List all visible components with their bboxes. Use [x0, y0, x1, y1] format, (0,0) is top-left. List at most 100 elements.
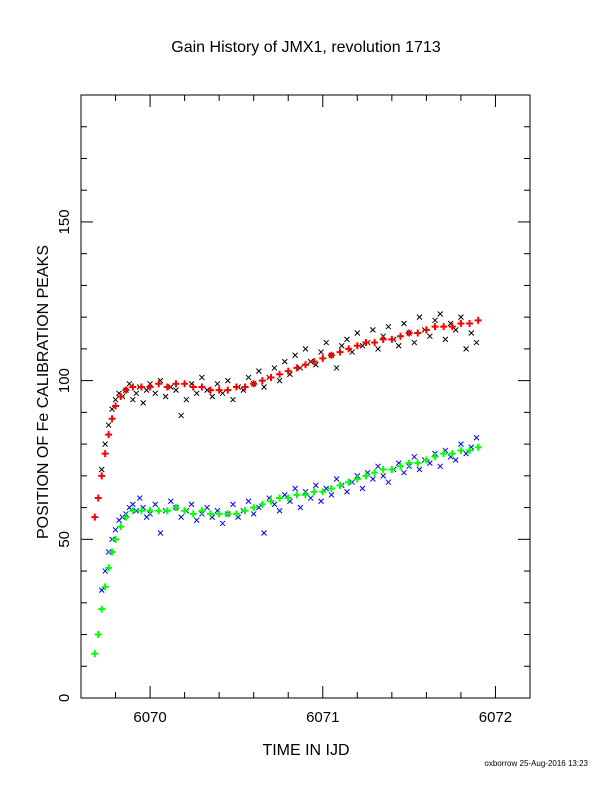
data-point [442, 336, 449, 343]
data-point [250, 511, 257, 517]
data-point [129, 383, 137, 391]
data-point [173, 387, 179, 394]
data-point [178, 412, 185, 419]
data-point [416, 314, 423, 321]
data-point [388, 335, 396, 343]
plot-frame [80, 94, 531, 699]
data-point [133, 390, 140, 397]
data-point [136, 495, 143, 501]
footer-credit: oxborrow 25-Aug-2016 13:23 [484, 759, 588, 768]
data-point [385, 479, 392, 486]
data-point [349, 349, 355, 355]
data-point [318, 349, 324, 355]
data-point [396, 462, 404, 470]
data-point [463, 450, 469, 457]
data-point [94, 494, 102, 502]
data-point [214, 380, 221, 387]
data-point [271, 501, 278, 508]
data-point [448, 323, 456, 331]
data-point [193, 390, 200, 397]
data-point [126, 380, 133, 387]
data-point [375, 463, 381, 470]
data-point [422, 456, 430, 464]
data-point [345, 345, 353, 353]
data-point [281, 358, 288, 365]
data-point [112, 396, 119, 403]
data-point [163, 507, 171, 515]
data-point [232, 510, 240, 518]
data-point [452, 457, 459, 463]
data-point [207, 386, 215, 394]
data-point [437, 463, 444, 470]
data-point [245, 374, 252, 381]
data-point [91, 513, 99, 521]
data-point [369, 326, 376, 333]
data-point [101, 450, 109, 458]
data-point [219, 390, 226, 397]
data-point [224, 510, 232, 518]
data-point [416, 466, 423, 473]
data-point [258, 377, 266, 385]
data-point [333, 476, 340, 482]
data-point [129, 507, 137, 515]
data-point [437, 311, 444, 317]
data-point [178, 514, 185, 520]
data-point [362, 339, 370, 347]
data-point [267, 373, 275, 381]
data-point [293, 491, 301, 499]
data-point [371, 339, 379, 347]
data-point [241, 507, 249, 515]
data-point [281, 492, 288, 498]
data-point [362, 472, 370, 480]
data-point [189, 510, 197, 518]
y-tick-label: 50 [56, 531, 73, 548]
data-point [129, 396, 136, 403]
data-point [224, 386, 232, 394]
data-point [302, 346, 309, 352]
data-point [422, 326, 430, 334]
data-point [193, 517, 200, 524]
y-axis-label: POSITION OF Fe CALIBRATION PEAKS [35, 245, 52, 539]
data-point [319, 354, 327, 362]
data-point [401, 320, 407, 327]
x-axis-label: TIME IN IJD [262, 742, 349, 759]
data-point [188, 501, 195, 508]
series-1 [91, 316, 482, 521]
data-point [108, 548, 116, 556]
data-point [258, 500, 266, 508]
data-point [414, 329, 422, 337]
x-tick-label: 6072 [479, 709, 512, 726]
data-point [463, 346, 469, 352]
data-point [405, 329, 413, 337]
data-point [137, 507, 145, 515]
data-point [198, 383, 206, 391]
data-point [199, 374, 205, 381]
data-point [143, 387, 150, 394]
data-point [431, 453, 439, 461]
data-point [292, 485, 298, 492]
data-point [328, 492, 335, 498]
data-point [198, 507, 206, 515]
data-point [440, 450, 448, 458]
data-point [458, 441, 464, 447]
data-point [276, 494, 284, 502]
data-point [344, 488, 350, 495]
data-point [344, 336, 350, 343]
series-3 [91, 443, 482, 658]
data-point [432, 317, 438, 324]
data-point [292, 352, 298, 359]
data-point [219, 520, 226, 527]
data-point [466, 446, 474, 454]
data-point [271, 365, 278, 371]
data-point [181, 507, 189, 515]
data-point [162, 393, 169, 400]
data-point [146, 507, 154, 515]
data-point [458, 314, 464, 321]
data-point [250, 504, 258, 512]
tick-labels: 6070 6071 6072 0 50 100 150 [56, 209, 512, 726]
data-point [359, 342, 366, 349]
data-point [98, 466, 105, 473]
data-point [261, 384, 267, 390]
data-point [215, 510, 223, 518]
data-series [91, 311, 482, 658]
